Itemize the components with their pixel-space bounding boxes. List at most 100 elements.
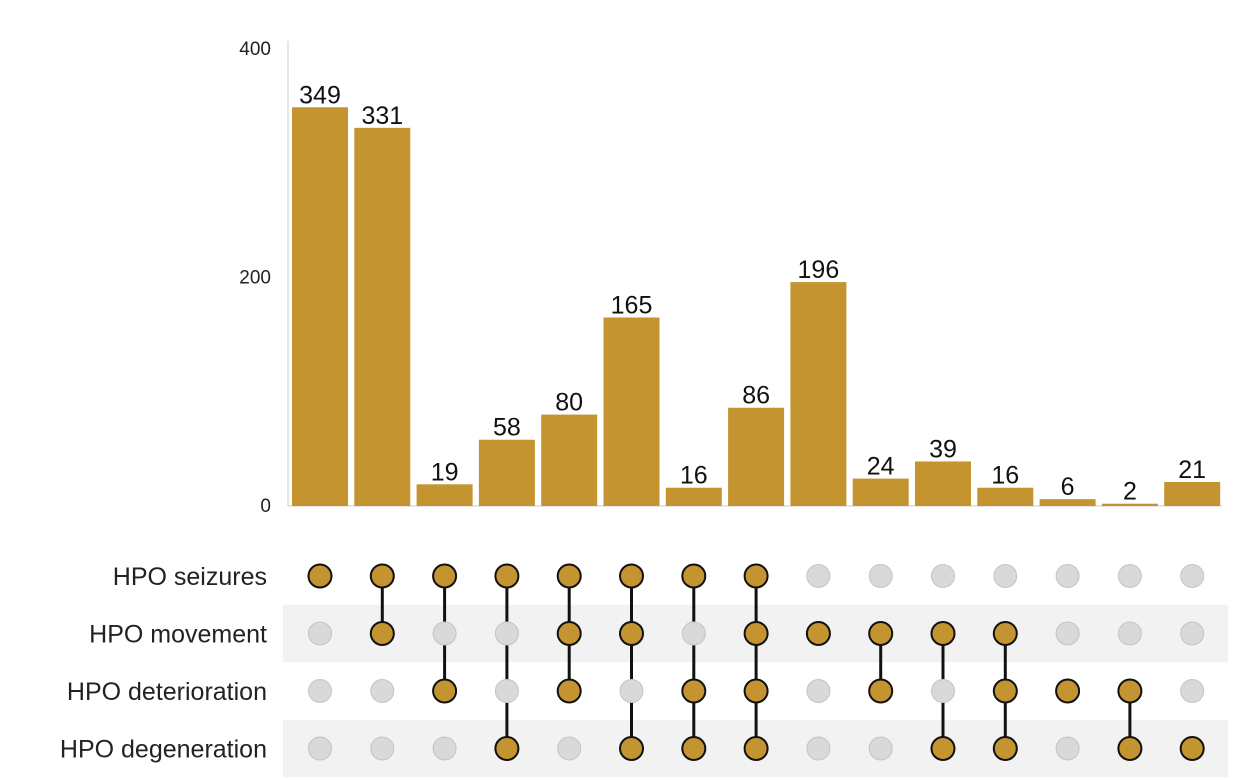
matrix-dot-active	[1179, 736, 1205, 761]
matrix-dot-inactive	[1180, 679, 1205, 703]
matrix-dot-inactive	[308, 736, 332, 761]
matrix-dot-active	[930, 621, 956, 646]
matrix-dot-inactive	[1117, 564, 1142, 588]
set-label: HPO seizures	[113, 563, 267, 591]
bar	[790, 282, 847, 506]
bar-value-label: 165	[611, 291, 653, 319]
bar-value-label: 16	[991, 462, 1019, 490]
matrix-dot-active	[992, 736, 1018, 761]
matrix-dot-inactive	[494, 621, 519, 646]
bar	[977, 487, 1034, 506]
matrix-dot-active	[369, 621, 395, 646]
matrix-dot-active	[619, 621, 644, 646]
matrix-dot-active	[930, 736, 956, 761]
bars: 349 331 19 58 80 165 16 86 196 24 39 16 6 2 21	[292, 81, 1221, 507]
matrix-dot-inactive	[681, 621, 706, 646]
matrix-dot-inactive	[494, 679, 519, 703]
matrix-dot-active	[681, 736, 707, 761]
matrix-dot-active	[681, 678, 707, 704]
y-tick-label: 400	[239, 39, 271, 60]
matrix-dot-active	[743, 678, 769, 704]
matrix-dot-active	[743, 621, 769, 646]
bar	[1039, 499, 1096, 506]
matrix-dot-active	[992, 678, 1018, 704]
matrix-dot-inactive	[868, 564, 893, 588]
bar-value-label: 16	[680, 462, 708, 490]
matrix-dot-inactive	[931, 679, 955, 703]
matrix-dot-active	[681, 563, 707, 589]
matrix-dot-inactive	[868, 736, 893, 761]
matrix-dot-active	[1117, 736, 1143, 761]
matrix-dot-inactive	[806, 679, 831, 703]
matrix-dot-inactive	[370, 679, 395, 703]
matrix-dot-active	[743, 736, 769, 761]
matrix-dot-active	[868, 678, 894, 704]
matrix-dot-inactive	[1055, 564, 1080, 588]
matrix-dot-inactive	[1055, 621, 1080, 646]
matrix-dot-active	[432, 563, 458, 589]
matrix-dot-active	[494, 736, 520, 761]
bar	[852, 478, 909, 506]
matrix-dot-inactive	[993, 564, 1018, 588]
matrix-dot-active	[743, 563, 769, 589]
bar-value-label: 80	[555, 389, 583, 417]
bar	[665, 487, 722, 506]
bar	[541, 414, 598, 506]
membership-matrix	[307, 563, 1205, 761]
bar-value-label: 19	[431, 458, 459, 486]
bar-value-label: 349	[299, 81, 341, 109]
y-tick-label: 200	[239, 268, 271, 289]
matrix-dot-active	[1055, 678, 1081, 704]
bar-value-label: 196	[798, 256, 840, 284]
bar-value-label: 331	[361, 102, 403, 130]
bar	[728, 407, 785, 506]
bar	[915, 461, 971, 506]
matrix-dot-active	[619, 736, 644, 761]
matrix-dot-active	[307, 563, 333, 589]
matrix-dot-active	[619, 563, 644, 589]
matrix-dot-active	[556, 563, 582, 589]
matrix-dot-inactive	[931, 564, 955, 588]
matrix-dot-active	[369, 563, 395, 589]
matrix-dot-inactive	[370, 736, 395, 761]
bar	[354, 127, 411, 507]
bar-value-label: 24	[867, 453, 895, 481]
matrix-dot-inactive	[806, 564, 831, 588]
matrix-dot-inactive	[806, 736, 831, 761]
matrix-dot-inactive	[308, 621, 332, 646]
matrix-dot-active	[805, 621, 831, 646]
matrix-dot-active	[556, 678, 582, 704]
matrix-dot-inactive	[432, 621, 457, 646]
matrix-dot-inactive	[557, 736, 582, 761]
set-labels: HPO seizures HPO movement HPO deterioratio…	[60, 563, 267, 764]
matrix-dot-inactive	[1055, 736, 1080, 761]
matrix-dot-inactive	[308, 679, 332, 703]
matrix-dot-active	[556, 621, 582, 646]
set-label: HPO degeneration	[60, 736, 267, 764]
matrix-dot-active	[1117, 678, 1143, 704]
matrix-dot-inactive	[619, 679, 644, 703]
matrix-dot-active	[992, 621, 1018, 646]
matrix-dot-active	[494, 563, 520, 589]
matrix-dot-inactive	[1180, 621, 1205, 646]
bar-value-label: 39	[929, 435, 957, 463]
set-label: HPO deterioration	[67, 678, 267, 706]
matrix-dot-inactive	[432, 736, 457, 761]
bar	[603, 317, 660, 506]
bar-value-label: 21	[1178, 456, 1206, 484]
bar-value-label: 58	[493, 414, 521, 442]
bar	[1101, 503, 1158, 506]
bar	[1164, 482, 1221, 506]
y-tick-label: 0	[260, 496, 271, 517]
set-label: HPO movement	[89, 621, 267, 649]
bar	[292, 107, 348, 506]
matrix-dot-active	[432, 678, 458, 704]
bar-value-label: 6	[1061, 473, 1075, 501]
matrix-dot-active	[868, 621, 894, 646]
bar	[478, 439, 535, 506]
bar-value-label: 86	[742, 382, 770, 410]
matrix-dot-inactive	[1117, 621, 1142, 646]
bar	[416, 484, 473, 506]
bar-value-label: 2	[1123, 478, 1137, 506]
